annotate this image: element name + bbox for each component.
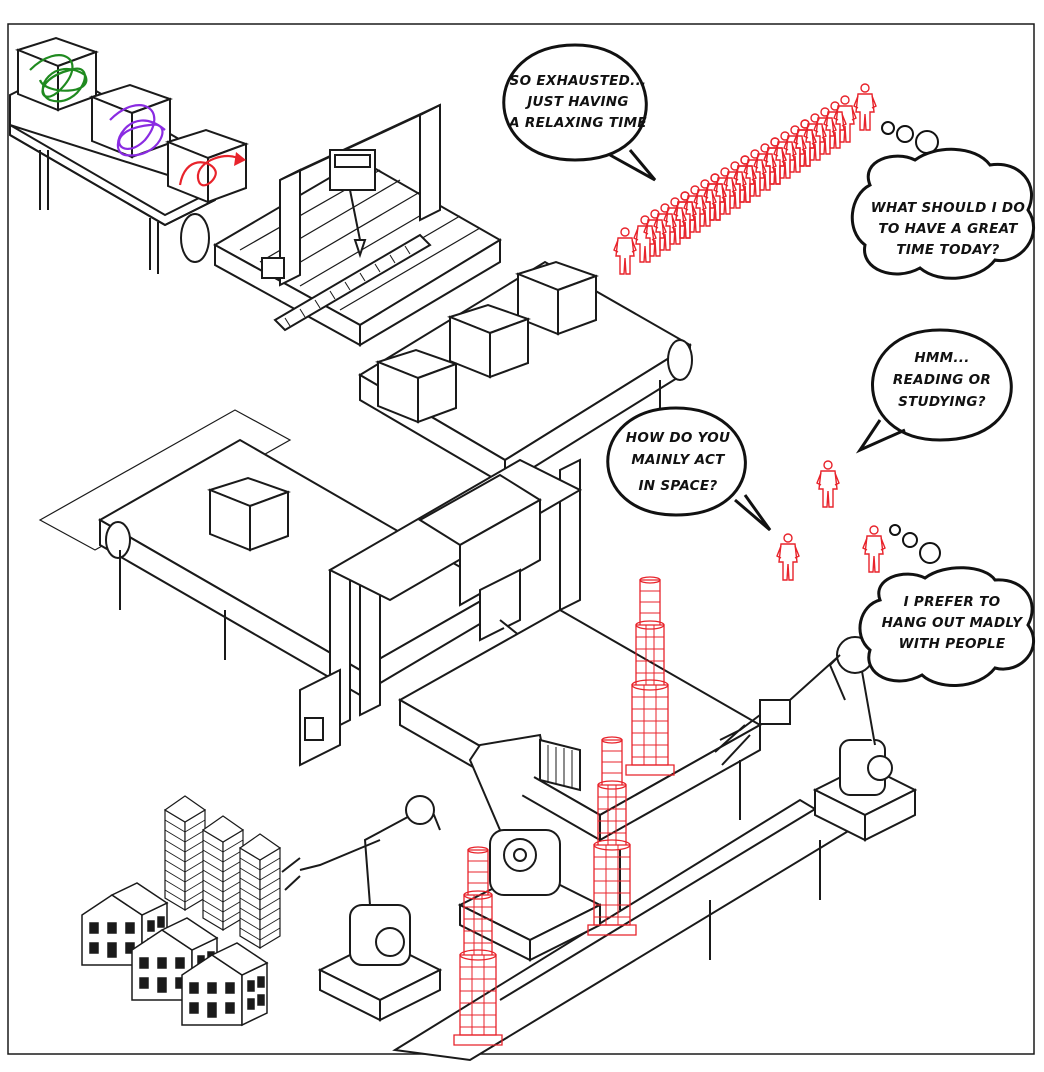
person-icon: [853, 83, 877, 131]
arrow-box-red: [167, 129, 247, 203]
speech-hang-out-line-1: I PREFER TO: [904, 594, 1001, 610]
speech-great-time-line-2: TO HAVE A GREAT: [878, 221, 1019, 237]
person-icon: [633, 215, 657, 263]
thought-bubble-great-time: WHAT SHOULD I DO TO HAVE A GREAT TIME TO…: [850, 121, 1035, 280]
robot-arm-right: [714, 636, 918, 842]
speech-exhausted-line-2: JUST HAVING: [524, 94, 629, 110]
speech-hang-out-line-3: WITH PEOPLE: [899, 636, 1006, 652]
scribble-box-green: [17, 37, 97, 111]
bottom-conveyor: [392, 798, 852, 1062]
speech-bubble-reading: HMM... READING OR STUDYING?: [855, 328, 1013, 454]
person-icon-reading: [816, 460, 840, 508]
speech-great-time-line-3: TIME TODAY?: [896, 242, 999, 258]
person-icon-party: [862, 525, 886, 573]
speech-reading-line-3: STUDYING?: [898, 394, 986, 410]
person-icon: [613, 227, 637, 275]
speech-great-time-line-1: WHAT SHOULD I DO: [871, 200, 1025, 216]
speech-exhausted-line-1: SO EXHAUSTED...: [510, 73, 647, 89]
speech-reading-line-2: READING OR: [893, 372, 991, 388]
cnc-machine: [212, 103, 502, 347]
speech-reading-line-1: HMM...: [914, 350, 969, 366]
white-box-1: [517, 261, 597, 335]
person-icon-asking: [776, 533, 800, 581]
lower-conveyor: [38, 409, 503, 697]
speech-exhausted-line-3: A RELAXING TIME: [508, 115, 647, 131]
white-box-4: [209, 477, 289, 551]
speech-act-line-1: HOW DO YOU: [626, 430, 730, 446]
speech-bubble-exhausted: SO EXHAUSTED... JUST HAVING A RELAXING T…: [502, 43, 657, 182]
robot-arm-center: [457, 733, 603, 962]
speech-hang-out-line-2: HANG OUT MADLY: [882, 615, 1024, 631]
scribble-box-purple: [91, 84, 171, 158]
speech-act-line-3: IN SPACE?: [638, 478, 717, 494]
thought-bubble-hang-out: I PREFER TO HANG OUT MADLY WITH PEOPLE: [858, 524, 1035, 687]
white-box-2: [449, 304, 529, 378]
frame-border: [7, 23, 1035, 1055]
robot-arm-left: [281, 795, 443, 1022]
white-box-3: [377, 349, 457, 423]
speech-act-line-2: MAINLY ACT: [631, 452, 726, 468]
speech-bubble-act-in-space: HOW DO YOU MAINLY ACT IN SPACE?: [606, 406, 772, 532]
